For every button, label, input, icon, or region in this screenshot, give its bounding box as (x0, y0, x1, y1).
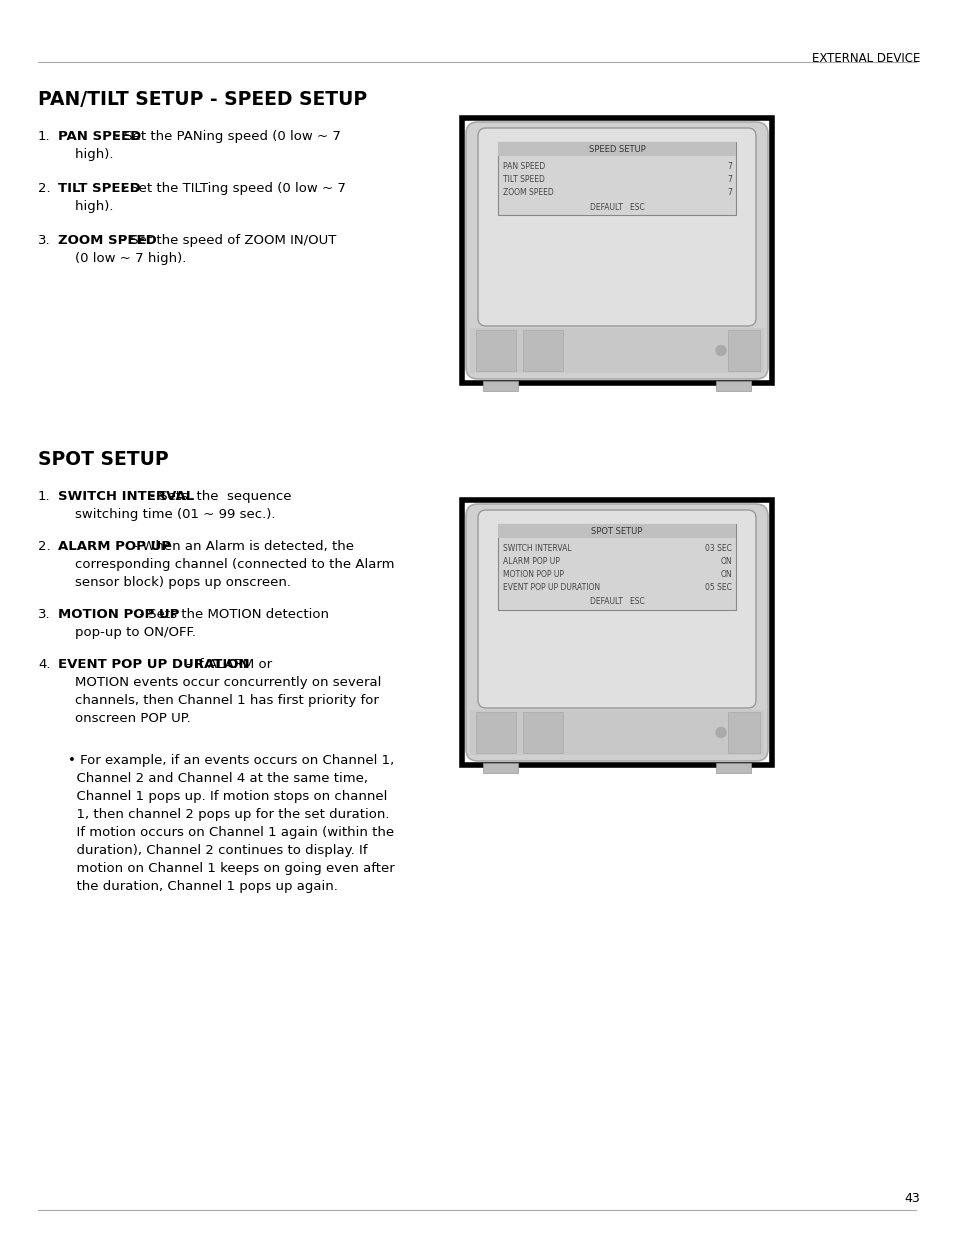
Text: switching time (01 ~ 99 sec.).: switching time (01 ~ 99 sec.). (58, 508, 275, 521)
Text: ZOOM SPEED: ZOOM SPEED (58, 233, 156, 247)
Bar (727, 330, 760, 370)
FancyBboxPatch shape (465, 504, 767, 761)
Circle shape (716, 346, 725, 356)
Text: SPEED SETUP: SPEED SETUP (588, 144, 644, 153)
Text: - Sets the MOTION detection: - Sets the MOTION detection (134, 608, 328, 621)
Text: channels, then Channel 1 has first priority for: channels, then Channel 1 has first prior… (58, 694, 378, 706)
Text: Channel 1 pops up. If motion stops on channel: Channel 1 pops up. If motion stops on ch… (68, 790, 387, 803)
Text: - Sets  the  sequence: - Sets the sequence (146, 490, 292, 503)
Bar (727, 713, 760, 753)
Text: 2.: 2. (38, 540, 51, 553)
Text: 1, then channel 2 pops up for the set duration.: 1, then channel 2 pops up for the set du… (68, 808, 389, 821)
Text: 1.: 1. (38, 490, 51, 503)
Text: DEFAULT   ESC: DEFAULT ESC (589, 598, 643, 606)
Text: 3.: 3. (38, 608, 51, 621)
Bar (470, 710, 763, 755)
Bar (461, 119, 771, 383)
Bar (476, 330, 516, 370)
Text: ALARM POP UP: ALARM POP UP (58, 540, 171, 553)
Bar (461, 500, 771, 764)
Text: EVENT POP UP DURATION: EVENT POP UP DURATION (502, 583, 599, 592)
Text: MOTION events occur concurrently on several: MOTION events occur concurrently on seve… (58, 676, 381, 689)
Text: 4.: 4. (38, 658, 51, 671)
Text: - Set the TILTing speed (0 low ~ 7: - Set the TILTing speed (0 low ~ 7 (117, 182, 345, 195)
FancyBboxPatch shape (477, 128, 755, 326)
Bar (497, 142, 735, 156)
Text: EXTERNAL DEVICE: EXTERNAL DEVICE (811, 52, 919, 65)
Bar (497, 524, 735, 538)
Text: 43: 43 (903, 1192, 919, 1205)
Text: sensor block) pops up onscreen.: sensor block) pops up onscreen. (58, 576, 291, 589)
Text: PAN SPEED: PAN SPEED (58, 130, 141, 143)
Text: - Set the speed of ZOOM IN/OUT: - Set the speed of ZOOM IN/OUT (117, 233, 335, 247)
Text: MOTION POP UP: MOTION POP UP (502, 571, 563, 579)
Text: corresponding channel (connected to the Alarm: corresponding channel (connected to the … (58, 558, 395, 571)
Text: ZOOM SPEED: ZOOM SPEED (502, 188, 553, 198)
Text: 03 SEC: 03 SEC (704, 543, 731, 553)
Text: pop-up to ON/OFF.: pop-up to ON/OFF. (58, 626, 195, 638)
Text: 7: 7 (726, 188, 731, 198)
Text: Channel 2 and Channel 4 at the same time,: Channel 2 and Channel 4 at the same time… (68, 772, 368, 785)
Text: motion on Channel 1 keeps on going even after: motion on Channel 1 keeps on going even … (68, 862, 395, 876)
Text: PAN/TILT SETUP - SPEED SETUP: PAN/TILT SETUP - SPEED SETUP (38, 90, 367, 109)
Text: high).: high). (58, 148, 113, 161)
Text: EVENT POP UP DURATION: EVENT POP UP DURATION (58, 658, 250, 671)
Text: SWITCH INTERVAL: SWITCH INTERVAL (58, 490, 194, 503)
Text: SPOT SETUP: SPOT SETUP (38, 450, 169, 469)
Text: - Set the PANing speed (0 low ~ 7: - Set the PANing speed (0 low ~ 7 (111, 130, 340, 143)
Text: 05 SEC: 05 SEC (704, 583, 731, 592)
Text: the duration, Channel 1 pops up again.: the duration, Channel 1 pops up again. (68, 881, 337, 893)
Bar (522, 330, 562, 370)
Text: duration), Channel 2 continues to display. If: duration), Channel 2 continues to displa… (68, 844, 367, 857)
Text: 7: 7 (726, 175, 731, 184)
Bar (716, 763, 750, 773)
Text: • For example, if an events occurs on Channel 1,: • For example, if an events occurs on Ch… (68, 755, 394, 767)
Text: ALARM POP UP: ALARM POP UP (502, 557, 559, 566)
Text: high).: high). (58, 200, 113, 212)
Text: SWITCH INTERVAL: SWITCH INTERVAL (502, 543, 571, 553)
Bar (482, 763, 517, 773)
Bar (482, 382, 517, 391)
Text: onscreen POP UP.: onscreen POP UP. (58, 713, 191, 725)
Text: SPOT SETUP: SPOT SETUP (591, 526, 642, 536)
Text: (0 low ~ 7 high).: (0 low ~ 7 high). (58, 252, 186, 266)
Bar (497, 142, 735, 215)
Text: PAN SPEED: PAN SPEED (502, 162, 545, 170)
Circle shape (716, 727, 725, 737)
Bar (470, 329, 763, 373)
Text: 2.: 2. (38, 182, 51, 195)
Bar (476, 713, 516, 753)
Text: ON: ON (720, 557, 731, 566)
FancyBboxPatch shape (477, 510, 755, 708)
Bar (522, 713, 562, 753)
Text: ON: ON (720, 571, 731, 579)
Text: 1.: 1. (38, 130, 51, 143)
FancyBboxPatch shape (465, 122, 767, 379)
Bar (497, 524, 735, 610)
Text: DEFAULT   ESC: DEFAULT ESC (589, 203, 643, 211)
Text: TILT SPEED: TILT SPEED (58, 182, 141, 195)
Text: - When an Alarm is detected, the: - When an Alarm is detected, the (129, 540, 354, 553)
Text: 3.: 3. (38, 233, 51, 247)
Text: MOTION POP UP: MOTION POP UP (58, 608, 179, 621)
Text: TILT SPEED: TILT SPEED (502, 175, 544, 184)
Text: 7: 7 (726, 162, 731, 170)
Text: If motion occurs on Channel 1 again (within the: If motion occurs on Channel 1 again (wit… (68, 826, 394, 839)
Text: - If ALARM or: - If ALARM or (181, 658, 272, 671)
Bar (716, 382, 750, 391)
